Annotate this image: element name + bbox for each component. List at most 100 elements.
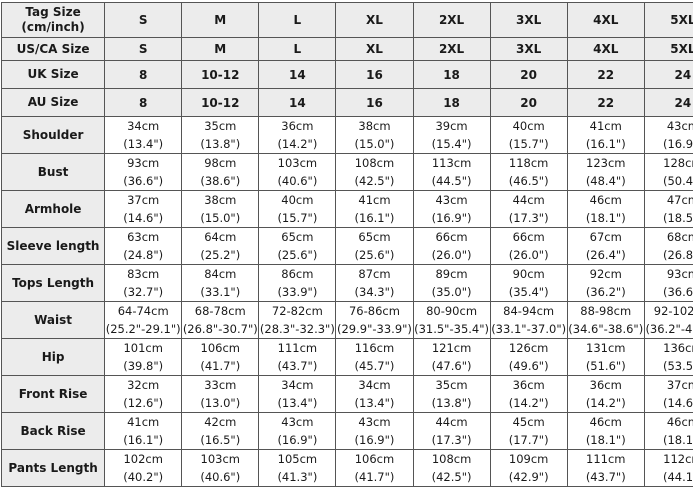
- measurement-cell: 43cm(16.9"): [259, 413, 336, 450]
- cm-value: 34cm: [259, 376, 335, 394]
- cm-value: 128cm: [645, 154, 693, 172]
- cm-value: 93cm: [105, 154, 181, 172]
- inch-value: (39.8"): [105, 357, 181, 375]
- row-label: Hip: [2, 339, 105, 376]
- inch-value: (33.9"): [259, 283, 335, 301]
- size-cell: 20: [490, 61, 567, 89]
- measurement-cell: 68-78cm(26.8"-30.7"): [182, 302, 259, 339]
- inch-value: (40.6"): [259, 172, 335, 190]
- size-cell: 18: [413, 61, 490, 89]
- cm-value: 83cm: [105, 265, 181, 283]
- inch-value: (14.6"): [105, 209, 181, 227]
- row-label-text: AU Size: [2, 95, 104, 110]
- inch-value: (28.3"-32.3"): [259, 320, 335, 338]
- inch-value: (13.4"): [105, 135, 181, 153]
- row-label-text: UK Size: [2, 67, 104, 82]
- cm-value: 88-98cm: [568, 302, 644, 320]
- inch-value: (47.6"): [414, 357, 490, 375]
- measurement-cell: 46cm(18.1"): [567, 191, 644, 228]
- size-cell: 8: [105, 61, 182, 89]
- measurement-cell: 33cm(13.0"): [182, 376, 259, 413]
- cm-value: 111cm: [259, 339, 335, 357]
- cm-value: 42cm: [182, 413, 258, 431]
- measurement-cell: 46cm(18.1"): [644, 413, 693, 450]
- cm-value: 93cm: [645, 265, 693, 283]
- cm-value: 65cm: [336, 228, 412, 246]
- measurement-cell: 105cm(41.3"): [259, 450, 336, 487]
- inch-value: (18.1"): [645, 431, 693, 449]
- cm-value: 113cm: [414, 154, 490, 172]
- measurement-cell: 32cm(12.6"): [105, 376, 182, 413]
- cm-value: 43cm: [645, 117, 693, 135]
- measurement-cell: 131cm(51.6"): [567, 339, 644, 376]
- measurement-cell: 36cm(14.2"): [259, 117, 336, 154]
- cm-value: 103cm: [182, 450, 258, 468]
- inch-value: (16.1"): [105, 431, 181, 449]
- cm-value: 105cm: [259, 450, 335, 468]
- measurement-cell: 128cm(50.4"): [644, 154, 693, 191]
- size-cell: 24: [644, 89, 693, 117]
- row-label: Sleeve length: [2, 228, 105, 265]
- cm-value: 103cm: [259, 154, 335, 172]
- inch-value: (43.7"): [259, 357, 335, 375]
- size-cell: 2XL: [413, 3, 490, 38]
- size-cell: L: [259, 3, 336, 38]
- cm-value: 63cm: [105, 228, 181, 246]
- measurement-cell: 92-102cm(36.2"-40.2"): [644, 302, 693, 339]
- measurement-cell: 42cm(16.5"): [182, 413, 259, 450]
- inch-value: (34.6"-38.6"): [568, 320, 644, 338]
- inch-value: (26.4"): [568, 246, 644, 264]
- cm-value: 65cm: [259, 228, 335, 246]
- measurement-cell: 93cm(36.6"): [105, 154, 182, 191]
- row-label: Bust: [2, 154, 105, 191]
- inch-value: (36.6"): [645, 283, 693, 301]
- inch-value: (40.2"): [105, 468, 181, 486]
- measurement-cell: 111cm(43.7"): [259, 339, 336, 376]
- inch-value: (25.6"): [259, 246, 335, 264]
- cm-value: 106cm: [182, 339, 258, 357]
- measurement-cell: 36cm(14.2"): [567, 376, 644, 413]
- cm-value: 64cm: [182, 228, 258, 246]
- row-label-text: Tag Size: [2, 5, 104, 20]
- inch-value: (44.5"): [414, 172, 490, 190]
- inch-value: (15.7"): [259, 209, 335, 227]
- inch-value: (14.2"): [259, 135, 335, 153]
- size-cell: 16: [336, 61, 413, 89]
- size-cell: 8: [105, 89, 182, 117]
- measurement-cell: 34cm(13.4"): [259, 376, 336, 413]
- cm-value: 38cm: [336, 117, 412, 135]
- measurement-cell: 40cm(15.7"): [490, 117, 567, 154]
- cm-value: 92-102cm: [645, 302, 693, 320]
- measurement-cell: 126cm(49.6"): [490, 339, 567, 376]
- inch-value: (41.7"): [182, 357, 258, 375]
- inch-value: (42.5"): [414, 468, 490, 486]
- cm-value: 112cm: [645, 450, 693, 468]
- inch-value: (13.4"): [336, 394, 412, 412]
- inch-value: (18.1"): [568, 209, 644, 227]
- cm-value: 66cm: [414, 228, 490, 246]
- cm-value: 44cm: [491, 191, 567, 209]
- size-cell: M: [182, 38, 259, 61]
- cm-value: 102cm: [105, 450, 181, 468]
- measurement-cell: 109cm(42.9"): [490, 450, 567, 487]
- measurement-cell: 38cm(15.0"): [182, 191, 259, 228]
- inch-value: (26.8"-30.7"): [182, 320, 258, 338]
- size-cell: 10-12: [182, 89, 259, 117]
- measurement-cell: 41cm(16.1"): [567, 117, 644, 154]
- cm-value: 43cm: [336, 413, 412, 431]
- measurement-cell: 106cm(41.7"): [182, 339, 259, 376]
- cm-value: 126cm: [491, 339, 567, 357]
- cm-value: 39cm: [414, 117, 490, 135]
- size-cell: M: [182, 3, 259, 38]
- row-label: Front Rise: [2, 376, 105, 413]
- size-cell: 10-12: [182, 61, 259, 89]
- size-cell: 20: [490, 89, 567, 117]
- cm-value: 41cm: [336, 191, 412, 209]
- cm-value: 68cm: [645, 228, 693, 246]
- measurement-cell: 136cm(53.5"): [644, 339, 693, 376]
